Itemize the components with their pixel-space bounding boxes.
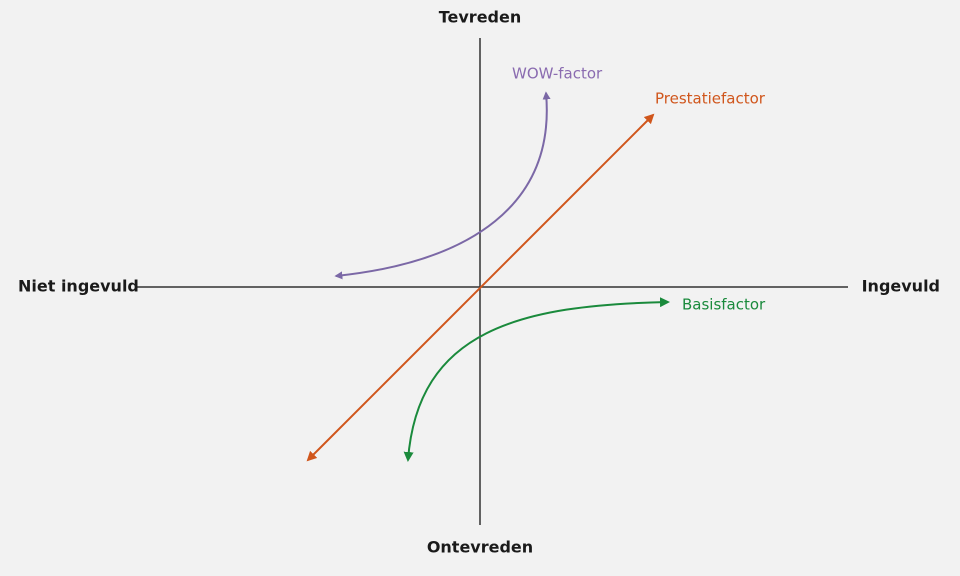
prestatie-label: Prestatiefactor	[655, 90, 766, 108]
axis-label-top: Tevreden	[439, 8, 522, 27]
wow-label: WOW-factor	[512, 65, 603, 83]
basis-label: Basisfactor	[682, 296, 766, 314]
axis-label-bottom: Ontevreden	[427, 538, 533, 557]
prestatie-line	[306, 113, 655, 462]
basis-curve	[403, 297, 670, 462]
axis-label-right: Ingevuld	[862, 277, 940, 296]
axis-label-left: Niet ingevuld	[18, 277, 139, 296]
